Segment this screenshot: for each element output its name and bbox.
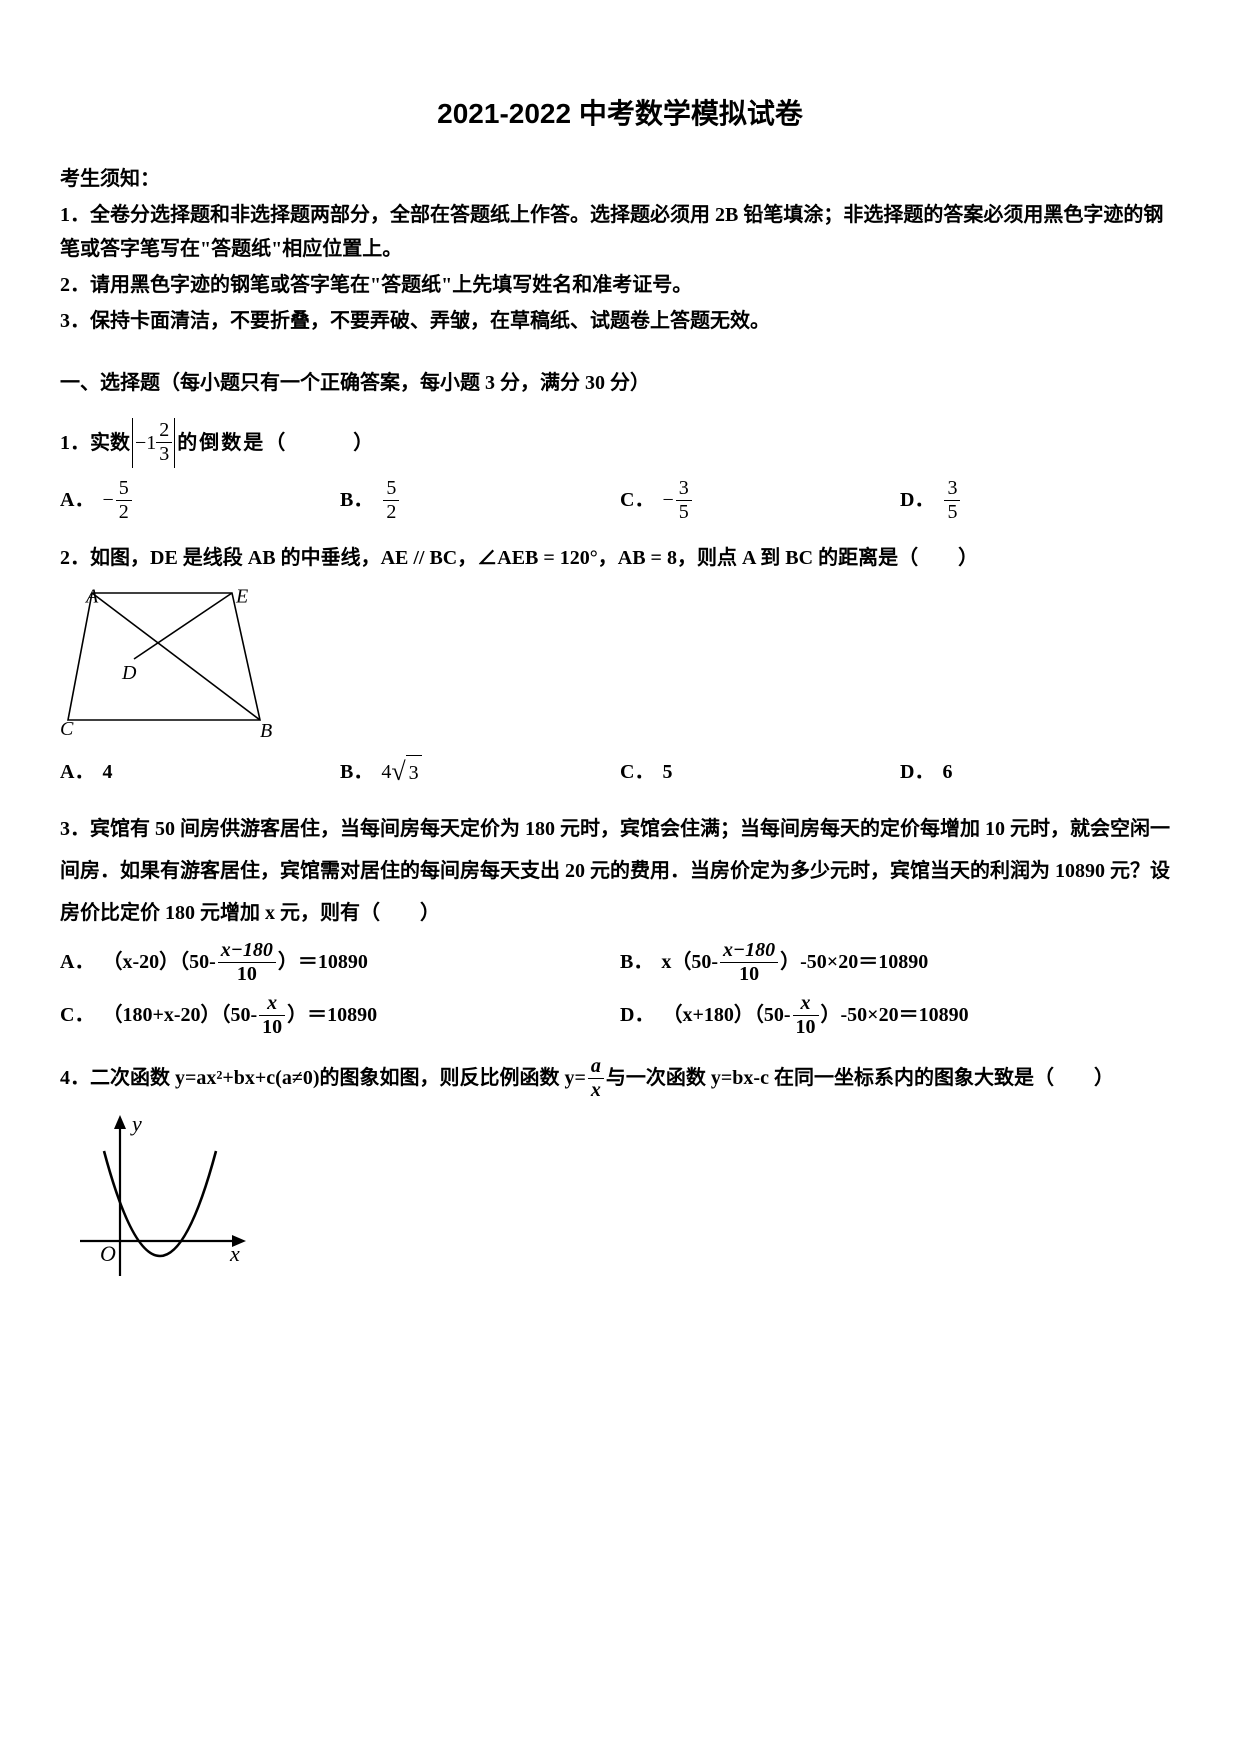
instruction-3: 3．保持卡面清洁，不要折叠，不要弄破、弄皱，在草稿纸、试题卷上答题无效。 — [60, 304, 1180, 338]
q3-c-pre: （180+x-20）（50- — [102, 998, 257, 1032]
section-1-head: 一、选择题（每小题只有一个正确答案，每小题 3 分，满分 30 分） — [60, 366, 1180, 400]
q3-opt-c: C． （180+x-20）（50- x 10 ）＝10890 — [60, 993, 620, 1038]
q3-b-pre: x（50- — [661, 945, 718, 979]
q1-opt-a-label: A． — [60, 483, 94, 517]
q3-a-post: ）＝10890 — [278, 945, 368, 979]
q2-lbl-E: E — [235, 585, 248, 607]
q2-b-rad: 3 — [406, 755, 422, 790]
q1-opt-b: B． 5 2 — [340, 478, 620, 523]
q4-rf-den: x — [588, 1080, 604, 1101]
q2-opt-d-label: D． — [900, 755, 934, 789]
q2-lbl-D: D — [121, 662, 137, 684]
q2-opt-c-label: C． — [620, 755, 654, 789]
q1-c-den: 5 — [676, 502, 692, 523]
q4-rf-num: a — [588, 1056, 604, 1077]
q2-opt-d: D． 6 — [900, 755, 1180, 790]
q3-d-den: 10 — [793, 1017, 819, 1038]
q3-d-pre: （x+180）（50- — [662, 998, 790, 1032]
sqrt-icon: √ — [391, 759, 405, 785]
q1-d-den: 5 — [944, 502, 960, 523]
q3-a-label: A． — [60, 945, 94, 979]
q3-options: A． （x-20）（50- x−180 10 ）＝10890 B． x（50- x… — [60, 940, 1180, 1038]
q3-b-den: 10 — [736, 964, 762, 985]
q2-lbl-A: A — [84, 585, 99, 607]
q4-stem-pre: 4．二次函数 y=ax²+bx+c(a≠0)的图象如图，则反比例函数 y= — [60, 1061, 586, 1095]
q4-figure: O x y — [60, 1111, 260, 1286]
q4-lbl-O: O — [100, 1241, 116, 1266]
q1-d-num: 3 — [944, 478, 960, 499]
q4-lbl-x: x — [229, 1241, 240, 1266]
instruction-1: 1．全卷分选择题和非选择题两部分，全部在答题纸上作答。选择题必须用 2B 铅笔填… — [60, 198, 1180, 266]
q3-d-label: D． — [620, 998, 654, 1032]
q3-b-num: x−180 — [720, 940, 778, 961]
q1-b-den: 2 — [383, 502, 399, 523]
q1-abs-neg1: −1 — [135, 426, 156, 460]
q1-abs-expr: −1 2 3 — [132, 418, 175, 468]
q2-options: A． 4 B． 4 √ 3 C． 5 D． 6 — [60, 755, 1180, 790]
q2-lbl-C: C — [60, 718, 74, 740]
q2-opt-a-label: A． — [60, 755, 94, 789]
page-title: 2021-2022 中考数学模拟试卷 — [60, 90, 1180, 138]
q3-c-num: x — [264, 993, 280, 1014]
q1-opt-c-label: C． — [620, 483, 654, 517]
q1-opt-c: C． − 3 5 — [620, 478, 900, 523]
q1-opt-c-sign: − — [662, 483, 673, 517]
q3-b-post: ）-50×20＝10890 — [780, 945, 928, 979]
q1-abs-den: 3 — [156, 444, 172, 465]
q1-a-num: 5 — [116, 478, 132, 499]
q3-d-post: ）-50×20＝10890 — [821, 998, 969, 1032]
q1-options: A． − 5 2 B． 5 2 C． − 3 5 D． 3 5 — [60, 478, 1180, 523]
q1-b-num: 5 — [383, 478, 399, 499]
question-3-stem: 3．宾馆有 50 间房供游客居住，当每间房每天定价为 180 元时，宾馆会住满；… — [60, 808, 1180, 934]
q3-c-den: 10 — [259, 1017, 285, 1038]
q1-abs-num: 2 — [156, 420, 172, 441]
question-2-stem: 2．如图，DE 是线段 AB 的中垂线，AE // BC，∠AEB = 120°… — [60, 541, 1180, 575]
instruction-2: 2．请用黑色字迹的钢笔或答字笔在"答题纸"上先填写姓名和准考证号。 — [60, 268, 1180, 302]
q3-a-pre: （x-20）（50- — [102, 945, 215, 979]
q1-opt-a: A． − 5 2 — [60, 478, 340, 523]
q2-opt-c: C． 5 — [620, 755, 900, 790]
q2-b-coef: 4 — [381, 755, 391, 789]
q3-c-label: C． — [60, 998, 94, 1032]
q2-figure: A E C B D — [60, 585, 290, 745]
q2-opt-b-label: B． — [340, 755, 373, 789]
q3-a-num: x−180 — [218, 940, 276, 961]
q1-abs-frac: 2 3 — [156, 420, 172, 465]
q2-opt-b: B． 4 √ 3 — [340, 755, 620, 790]
q1-opt-a-sign: − — [102, 483, 113, 517]
notice-head: 考生须知： — [60, 162, 1180, 196]
q1-opt-d: D． 3 5 — [900, 478, 1180, 523]
question-1: 1．实数 −1 2 3 的倒数是（ ） — [60, 418, 1180, 468]
q3-opt-a: A． （x-20）（50- x−180 10 ）＝10890 — [60, 940, 620, 985]
q2-opt-c-val: 5 — [662, 755, 672, 789]
q2-lbl-B: B — [260, 720, 272, 742]
q2-opt-a: A． 4 — [60, 755, 340, 790]
q1-opt-b-label: B． — [340, 483, 373, 517]
q1-stem-pre: 1．实数 — [60, 426, 130, 460]
q3-d-num: x — [798, 993, 814, 1014]
q2-opt-a-val: 4 — [102, 755, 112, 789]
q3-b-label: B． — [620, 945, 653, 979]
question-4: 4．二次函数 y=ax²+bx+c(a≠0)的图象如图，则反比例函数 y= a … — [60, 1056, 1180, 1101]
q1-opt-d-label: D． — [900, 483, 934, 517]
q3-opt-d: D． （x+180）（50- x 10 ）-50×20＝10890 — [620, 993, 1180, 1038]
q3-opt-b: B． x（50- x−180 10 ）-50×20＝10890 — [620, 940, 1180, 985]
q3-a-den: 10 — [234, 964, 260, 985]
q3-c-post: ）＝10890 — [287, 998, 377, 1032]
q4-stem-post: 与一次函数 y=bx-c 在同一坐标系内的图象大致是（ ） — [606, 1061, 1114, 1095]
q4-lbl-y: y — [130, 1111, 142, 1136]
q2-opt-d-val: 6 — [942, 755, 952, 789]
q1-stem-post: 的倒数是（ ） — [177, 426, 375, 460]
q1-c-num: 3 — [676, 478, 692, 499]
q1-a-den: 2 — [116, 502, 132, 523]
